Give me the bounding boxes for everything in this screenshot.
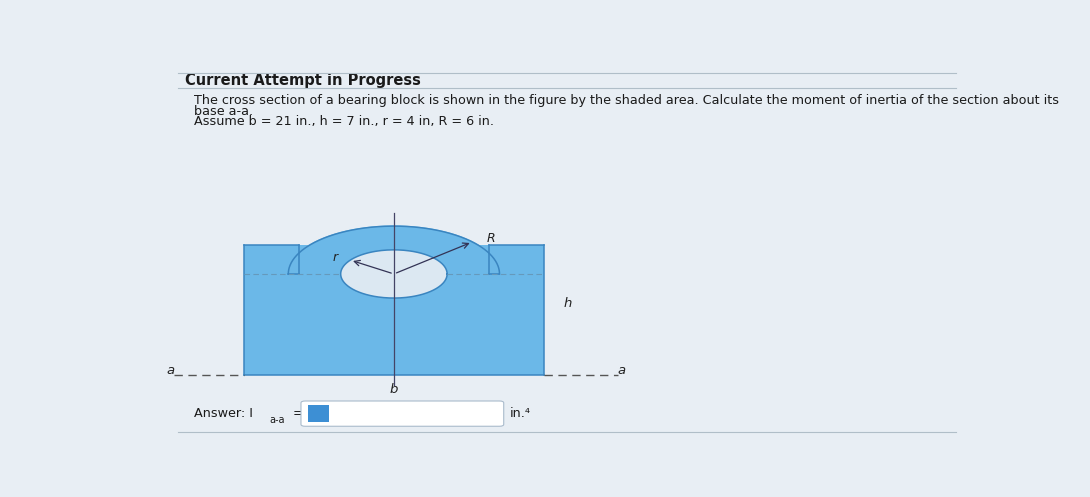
Bar (489, 245, 544, 274)
Text: a-a: a-a (269, 415, 286, 425)
Text: r: r (332, 250, 338, 263)
Text: base a-a.: base a-a. (194, 105, 253, 118)
Text: in.⁴: in.⁴ (510, 407, 531, 420)
Text: b: b (390, 383, 398, 397)
Text: a: a (618, 363, 626, 377)
Bar (244, 245, 299, 274)
Bar (307, 405, 329, 422)
Text: The cross section of a bearing block is shown in the figure by the shaded area. : The cross section of a bearing block is … (194, 94, 1058, 107)
FancyBboxPatch shape (301, 401, 504, 426)
Text: R: R (486, 233, 495, 246)
Polygon shape (288, 226, 499, 274)
Text: Current Attempt in Progress: Current Attempt in Progress (185, 73, 421, 88)
Circle shape (341, 250, 447, 298)
Text: =: = (292, 407, 303, 420)
Bar (244, 245, 544, 375)
Text: Answer: I: Answer: I (194, 407, 253, 420)
Text: a: a (166, 363, 174, 377)
Text: h: h (564, 297, 571, 310)
Text: Assume b = 21 in., h = 7 in., r = 4 in, R = 6 in.: Assume b = 21 in., h = 7 in., r = 4 in, … (194, 115, 494, 128)
